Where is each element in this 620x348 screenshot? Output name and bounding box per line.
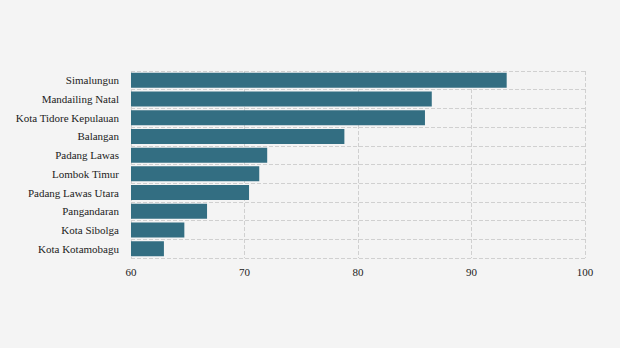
svg-text:Padang Lawas Utara: Padang Lawas Utara xyxy=(28,187,119,199)
svg-text:100: 100 xyxy=(577,266,594,278)
svg-text:80: 80 xyxy=(353,266,365,278)
svg-text:Pangandaran: Pangandaran xyxy=(62,205,119,217)
svg-text:Lombok Timur: Lombok Timur xyxy=(52,168,119,180)
svg-text:70: 70 xyxy=(239,266,251,278)
svg-text:Padang Lawas: Padang Lawas xyxy=(55,149,119,161)
svg-text:Kota Tidore Kepulauan: Kota Tidore Kepulauan xyxy=(16,112,120,124)
svg-text:90: 90 xyxy=(466,266,478,278)
svg-text:Simalungun: Simalungun xyxy=(66,74,120,86)
svg-text:Balangan: Balangan xyxy=(77,130,119,142)
svg-text:Mandailing Natal: Mandailing Natal xyxy=(42,93,119,105)
svg-text:Kota Sibolga: Kota Sibolga xyxy=(61,224,119,236)
svg-text:Kota Kotamobagu: Kota Kotamobagu xyxy=(38,243,119,255)
svg-text:60: 60 xyxy=(126,266,138,278)
